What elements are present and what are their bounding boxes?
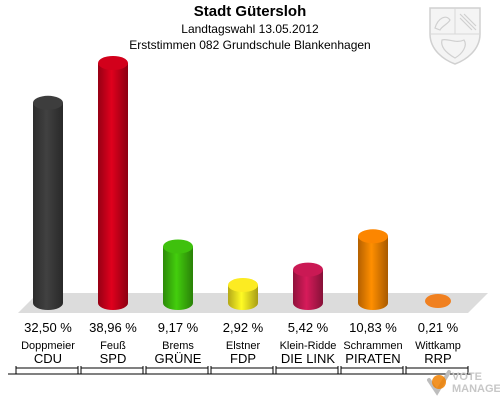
bar-spd bbox=[98, 56, 128, 310]
chart-subtitle-2: Erststimmen 082 Grundschule Blankenhagen bbox=[129, 38, 371, 52]
party-label: RRP bbox=[424, 351, 451, 366]
candidate-label: Doppmeier bbox=[21, 340, 75, 352]
bar-die-link bbox=[293, 262, 323, 310]
bar-grüne bbox=[163, 239, 193, 310]
bar-rrp bbox=[425, 294, 451, 308]
vote-manager-logo: VOTE MANAGER bbox=[427, 370, 500, 396]
value-label: 2,92 % bbox=[223, 320, 264, 335]
candidate-label: Elstner bbox=[226, 340, 261, 352]
value-label: 0,21 % bbox=[418, 320, 459, 335]
bar-fdp bbox=[228, 278, 258, 310]
chart-title: Stadt Gütersloh bbox=[193, 3, 307, 20]
coat-of-arms-icon bbox=[429, 7, 481, 65]
value-label: 10,83 % bbox=[349, 320, 397, 335]
value-label: 5,42 % bbox=[288, 320, 329, 335]
party-label: DIE LINK bbox=[281, 351, 336, 366]
logo-text-bottom: MANAGER bbox=[452, 383, 500, 395]
candidate-label: Brems bbox=[162, 340, 194, 352]
logo-text-top: VOTE bbox=[452, 371, 482, 383]
candidate-label: Klein-Ridde bbox=[280, 340, 337, 352]
party-label: SPD bbox=[100, 351, 127, 366]
party-label: PIRATEN bbox=[345, 351, 400, 366]
value-label: 32,50 % bbox=[24, 320, 72, 335]
chart-subtitle: Landtagswahl 13.05.2012 bbox=[181, 22, 319, 36]
value-label: 38,96 % bbox=[89, 320, 137, 335]
party-label: FDP bbox=[230, 351, 256, 366]
candidate-label: Wittkamp bbox=[415, 340, 461, 352]
party-label: CDU bbox=[34, 351, 62, 366]
value-label: 9,17 % bbox=[158, 320, 199, 335]
bar-piraten bbox=[358, 229, 388, 310]
candidate-label: Feuß bbox=[100, 340, 126, 352]
candidate-label: Schrammen bbox=[343, 340, 402, 352]
bar-cdu bbox=[33, 95, 63, 310]
party-label: GRÜNE bbox=[155, 351, 202, 366]
